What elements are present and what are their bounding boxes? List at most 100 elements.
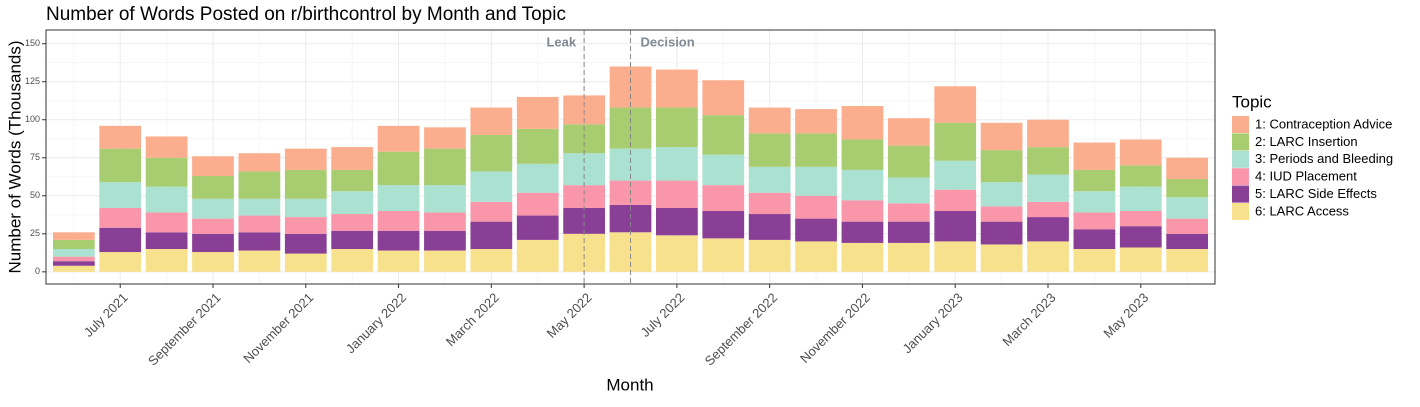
bar-segment [841,242,884,272]
bar-segment [377,250,420,272]
y-tick-label: 75 [30,152,40,162]
bar-segment [702,80,745,116]
legend-swatch [1232,150,1249,168]
bar-segment [980,244,1023,272]
bar-segment [980,221,1023,245]
bar-segment [377,125,420,152]
bar-segment [563,185,605,208]
plot-border [45,29,1216,285]
bar-segment [795,195,837,219]
bar-segment [748,214,791,240]
y-tick-label: 50 [30,190,40,200]
bar-segment [284,233,327,254]
bar-segment [748,239,791,272]
bar-segment [702,154,745,186]
bar-segment [1119,165,1162,187]
bar-segment [284,169,327,199]
bar-segment [516,163,559,193]
bar-segment [424,212,466,231]
legend-swatch [1232,185,1249,203]
bar-segment [656,69,698,108]
bar-segment [516,128,559,164]
bar-segment [145,249,188,272]
bar-segment [702,185,745,211]
bar-segment [99,182,142,208]
bar-segment [1027,201,1069,218]
bar-segment [377,185,420,211]
bar-segment [145,232,188,250]
legend-label: 5: LARC Side Effects [1255,186,1377,201]
bar-segment [331,147,374,170]
chart-title: Number of Words Posted on r/birthcontrol… [46,4,566,25]
bar-segment [470,249,513,272]
bar-segment [1073,229,1116,250]
bar-segment [99,227,142,253]
bar-segment [702,238,745,272]
y-tick-label: 125 [25,76,40,86]
bar-segment [470,201,513,222]
bar-segment [331,230,374,250]
bar-segment [887,203,930,222]
bar-segment [99,252,142,272]
bar-segment [99,207,142,228]
bar-segment [52,256,95,262]
bar-segment [424,148,466,186]
bar-segment [192,156,234,177]
bar-segment [284,198,327,218]
bar-segment [516,96,559,129]
bar-segment [145,157,188,187]
bar-segment [99,125,142,149]
bar-segment [284,217,327,234]
bar-segment [192,218,234,234]
bar-segment [516,239,559,272]
bar-segment [145,136,188,158]
bar-segment [795,166,837,196]
bar-segment [1027,217,1069,242]
bar-segment [238,232,281,251]
bar-segment [1073,249,1116,272]
bar-segment [145,212,188,233]
bar-segment [887,242,930,272]
bar-segment [1119,226,1162,248]
bar-segment [795,218,837,242]
bar-segment [470,107,513,135]
bar-segment [934,210,977,242]
bar-segment [656,180,698,208]
bar-segment [331,214,374,231]
bar-segment [1166,179,1209,198]
bar-segment [934,160,977,190]
bar-segment [1119,247,1162,272]
bar-segment [424,127,466,149]
legend-label: 4: IUD Placement [1255,169,1357,184]
bar-segment [1073,142,1116,170]
bar-segment [795,241,837,272]
bar-segment [656,207,698,236]
bar-segment [887,177,930,204]
legend-label: 2: LARC Insertion [1255,134,1358,149]
bar-segment [424,250,466,272]
bar-segment [192,198,234,219]
bar-segment [1073,191,1116,213]
bar-segment [887,221,930,243]
bar-segment [841,139,884,170]
bar-segment [284,148,327,170]
bar-segment [1166,218,1209,234]
bar-segment [887,145,930,178]
legend-label: 3: Periods and Bleeding [1255,151,1393,166]
bar-segment [331,191,374,215]
bar-segment [52,232,95,240]
bar-segment [702,115,745,155]
bar-segment [238,153,281,172]
bar-segment [748,192,791,215]
bar-segment [702,210,745,239]
bar-segment [887,118,930,146]
bar-segment [470,134,513,172]
bar-segment [377,210,420,231]
y-tick-label: 100 [25,114,40,124]
y-tick-label: 0 [35,266,40,276]
bar-segment [1166,249,1209,272]
legend-label: 6: LARC Access [1255,203,1349,218]
annotation-label: Leak [546,34,576,49]
bar-segment [980,122,1023,151]
annotation-label: Decision [641,34,695,49]
